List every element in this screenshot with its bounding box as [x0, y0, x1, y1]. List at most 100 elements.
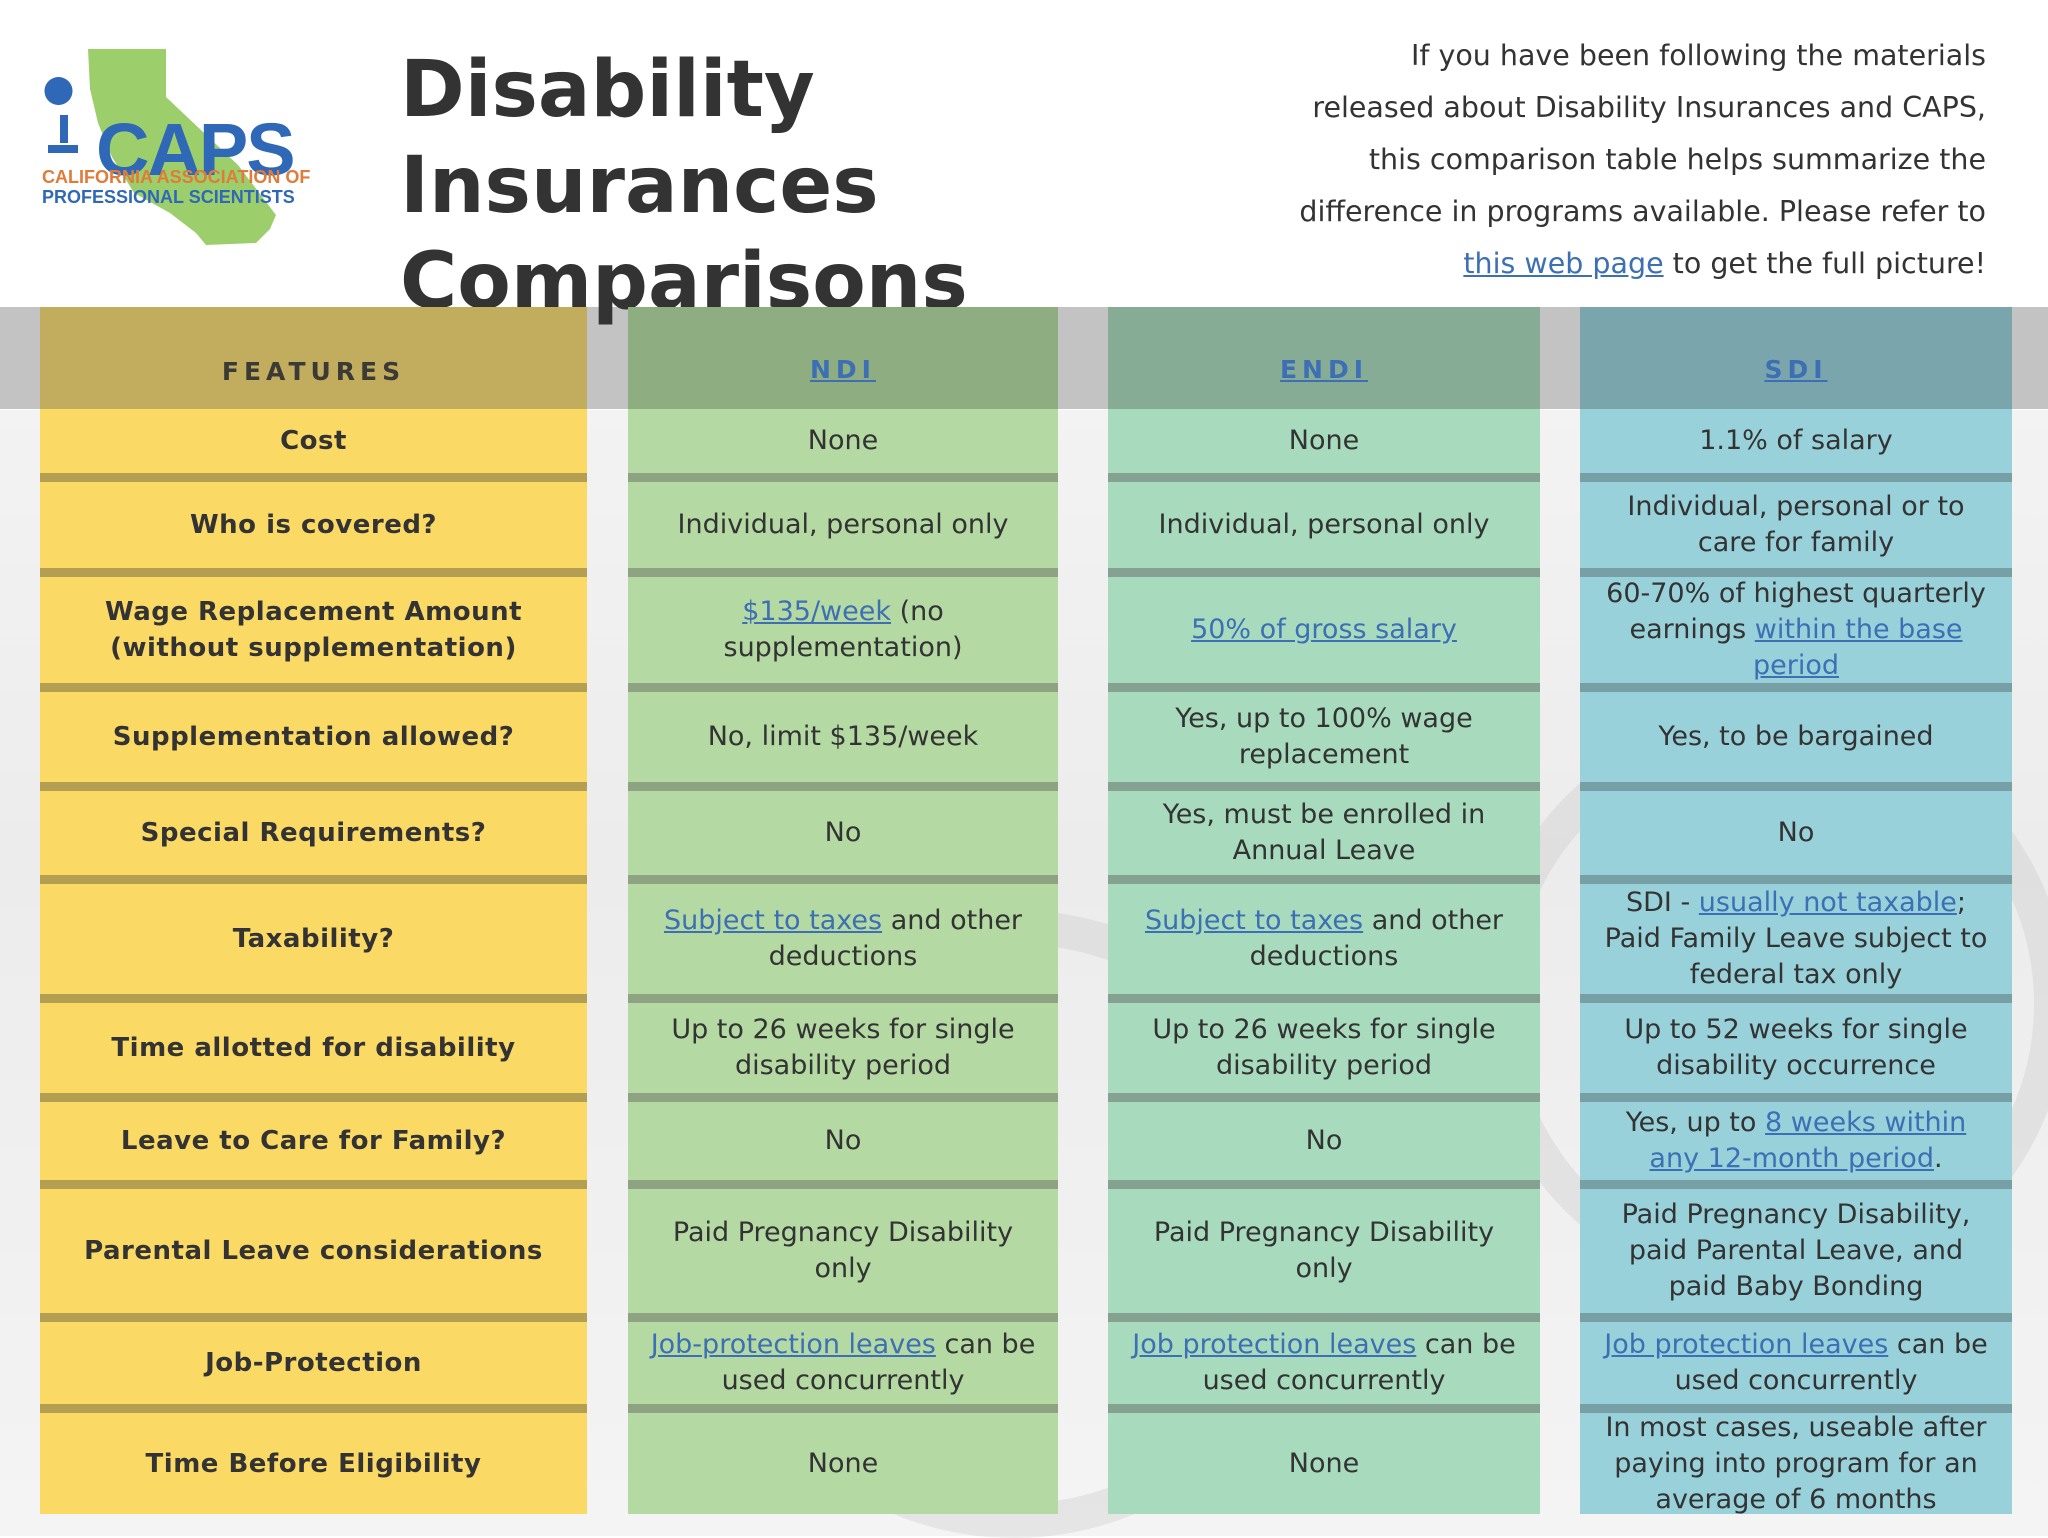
row-divider	[1580, 1180, 2012, 1189]
ndi-taxes-link[interactable]: Subject to taxes	[663, 905, 883, 936]
endi-wage-link[interactable]: 50% of gross salary	[1191, 614, 1457, 645]
ndi-supplementation: No, limit $135/week	[707, 721, 979, 752]
ndi-job-text: Job-protection leaves can be used concur…	[648, 1327, 1038, 1399]
page-title-line1: Disability Insurances	[400, 45, 879, 231]
sdi-time-allotted: Up to 52 weeks for single disability occ…	[1624, 1014, 1968, 1081]
ndi-header: NDI	[628, 307, 1058, 409]
row-divider	[628, 1093, 1058, 1102]
endi-taxability-rest: and other deductions	[1249, 905, 1504, 972]
sdi-wage-text: 60-70% of highest quarterly earnings wit…	[1600, 576, 1992, 684]
sdi-taxability-after: ; Paid Family Leave subject to federal t…	[1604, 887, 1988, 990]
endi-family: No	[1305, 1125, 1343, 1156]
row-divider	[1108, 1093, 1540, 1102]
caps-logo: CAPS CALIFORNIA ASSOCIATION OF PROFESSIO…	[38, 45, 318, 255]
row-divider	[1108, 782, 1540, 791]
endi-job-link[interactable]: Job protection leaves	[1132, 1329, 1417, 1360]
endi-supplementation: Yes, up to 100% wage replacement	[1175, 703, 1473, 770]
logo-wordmark: CAPS	[96, 108, 296, 191]
row-divider	[40, 994, 587, 1003]
sdi-family-text: Yes, up to 8 weeks within any 12-month p…	[1600, 1105, 1992, 1177]
row-divider	[1580, 875, 2012, 884]
sdi-taxability-text: SDI - usually not taxable; Paid Family L…	[1600, 885, 1992, 993]
row-divider	[628, 875, 1058, 884]
features-header-label: FEATURES	[221, 357, 406, 386]
endi-job-rest: can be used concurrently	[1202, 1329, 1516, 1396]
logo-subtitle-line2: PROFESSIONAL SCIENTISTS	[42, 187, 295, 207]
ndi-taxability-text: Subject to taxes and other deductions	[648, 903, 1038, 975]
row-divider	[1580, 1313, 2012, 1322]
sdi-wage-before: 60-70% of highest quarterly earnings	[1606, 578, 1986, 645]
sdi-wage: 60-70% of highest quarterly earnings wit…	[1580, 577, 2012, 683]
endi-wage: 50% of gross salary	[1108, 577, 1540, 683]
features-header: FEATURES	[40, 307, 587, 409]
sdi-job-rest: can be used concurrently	[1674, 1329, 1988, 1396]
sdi-base-period-link[interactable]: within the base period	[1752, 614, 1963, 681]
sdi-job-link[interactable]: Job protection leaves	[1604, 1329, 1889, 1360]
sdi-parental: Paid Pregnancy Disability, paid Parental…	[1621, 1199, 1971, 1302]
feature-special: Special Requirements?	[140, 818, 487, 848]
ndi-wage-text: $135/week (no supplementation)	[648, 594, 1038, 666]
sdi-taxability: SDI - usually not taxable; Paid Family L…	[1580, 884, 2012, 994]
feature-eligibility: Time Before Eligibility	[145, 1448, 482, 1479]
ndi-cost: None	[807, 425, 879, 456]
sdi-family-before: Yes, up to	[1625, 1107, 1757, 1138]
row-divider	[628, 1180, 1058, 1189]
sdi-taxability-before: SDI -	[1625, 887, 1691, 918]
ndi-job-protection: Job-protection leaves can be used concur…	[628, 1322, 1058, 1404]
ndi-parental: Paid Pregnancy Disability only	[672, 1217, 1014, 1284]
ndi-job-link[interactable]: Job-protection leaves	[650, 1329, 936, 1360]
row-divider	[40, 473, 587, 482]
row-divider	[1108, 473, 1540, 482]
ndi-header-link[interactable]: NDI	[810, 355, 876, 384]
row-divider	[628, 473, 1058, 482]
row-divider	[1580, 1093, 2012, 1102]
row-divider	[40, 1404, 587, 1413]
row-divider	[40, 782, 587, 791]
feature-wage: Wage Replacement Amount (without supplem…	[104, 597, 523, 663]
ndi-wage-rest: (no supplementation)	[723, 596, 963, 663]
web-page-link[interactable]: this web page	[1463, 247, 1664, 280]
row-divider	[1108, 1180, 1540, 1189]
features-column: FEATURES Cost Who is covered? Wage Repla…	[40, 307, 587, 1514]
sdi-header-link[interactable]: SDI	[1764, 355, 1828, 384]
sdi-not-taxable-link[interactable]: usually not taxable	[1698, 887, 1957, 918]
sdi-job-protection: Job protection leaves can be used concur…	[1580, 1322, 2012, 1404]
endi-column: ENDI None Individual, personal only 50% …	[1108, 307, 1540, 1514]
ndi-wage-link[interactable]: $135/week	[742, 596, 891, 627]
sdi-header-wrap: SDI	[1580, 355, 2012, 384]
sdi-header: SDI	[1580, 307, 2012, 409]
feature-supplementation: Supplementation allowed?	[112, 722, 515, 752]
row-divider	[1108, 1404, 1540, 1413]
row-divider	[1108, 683, 1540, 692]
row-divider	[628, 782, 1058, 791]
feature-time-allotted: Time allotted for disability	[111, 1033, 516, 1063]
endi-header-wrap: ENDI	[1108, 355, 1540, 384]
ndi-wage: $135/week (no supplementation)	[628, 577, 1058, 683]
endi-taxability: Subject to taxes and other deductions	[1108, 884, 1540, 994]
logo-subtitle: CALIFORNIA ASSOCIATION OF PROFESSIONAL S…	[42, 167, 322, 207]
page-title: Disability Insurances Comparisons	[400, 42, 1300, 330]
feature-family: Leave to Care for Family?	[120, 1126, 507, 1156]
row-divider	[628, 1313, 1058, 1322]
endi-taxes-link[interactable]: Subject to taxes	[1144, 905, 1364, 936]
feature-covered: Who is covered?	[189, 510, 438, 540]
sdi-8-weeks-link[interactable]: 8 weeks within any 12-month period	[1649, 1107, 1967, 1174]
row-divider	[40, 1093, 587, 1102]
endi-eligibility: None	[1288, 1447, 1360, 1479]
sdi-covered: Individual, personal or to care for fami…	[1627, 491, 1965, 558]
row-divider	[40, 875, 587, 884]
row-divider	[40, 1180, 587, 1189]
endi-job-protection: Job protection leaves can be used concur…	[1108, 1322, 1540, 1404]
row-divider	[40, 683, 587, 692]
row-divider	[40, 568, 587, 577]
ndi-taxability-rest: and other deductions	[768, 905, 1023, 972]
endi-time-allotted: Up to 26 weeks for single disability per…	[1152, 1014, 1496, 1081]
feature-parental: Parental Leave considerations	[84, 1236, 543, 1266]
endi-header-link[interactable]: ENDI	[1279, 355, 1369, 384]
row-divider	[40, 1313, 587, 1322]
ndi-header-wrap: NDI	[628, 355, 1058, 384]
sdi-special: No	[1777, 817, 1815, 848]
row-divider	[1580, 473, 2012, 482]
sdi-column: SDI 1.1% of salary Individual, personal …	[1580, 307, 2012, 1515]
ndi-taxability: Subject to taxes and other deductions	[628, 884, 1058, 994]
